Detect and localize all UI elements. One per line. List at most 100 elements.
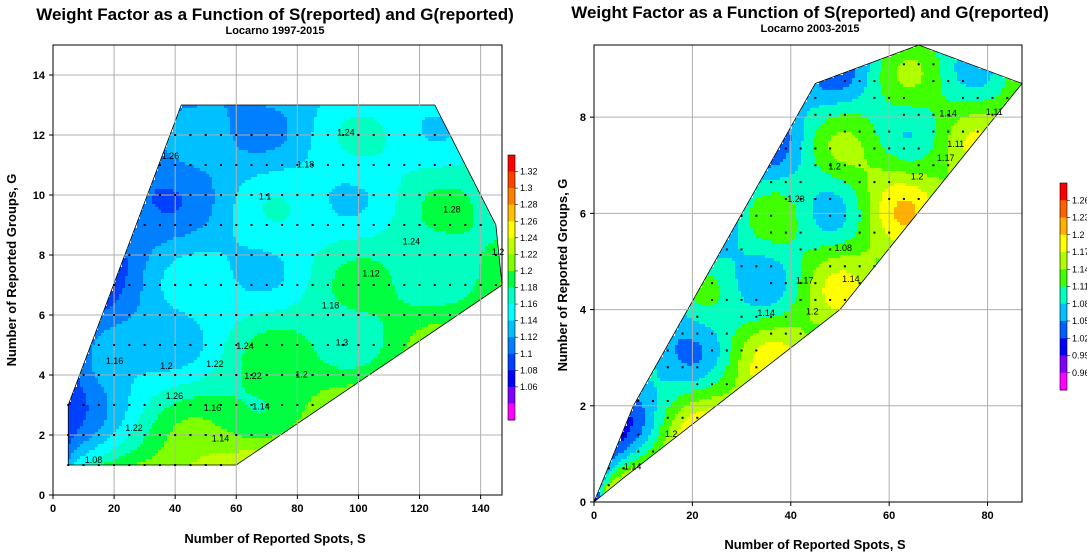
sample-point [250,284,253,286]
sample-point [433,134,436,136]
colorbar-tick-label: 1.28 [520,200,538,210]
sample-point [403,314,406,316]
sample-point [449,254,452,256]
sample-point [433,224,436,226]
sample-point [829,164,832,167]
sample-point [652,399,655,402]
sample-point [1006,96,1009,99]
sample-point [311,164,314,166]
contour-value-label: 1.2 [911,172,924,182]
sample-point [311,344,314,346]
sample-point [235,374,238,376]
sample-point [917,113,920,116]
sample-point [681,416,684,419]
sample-point [158,314,161,316]
sample-point [158,164,161,166]
y-tick-label: 8 [580,112,586,124]
domain-outline [593,44,1023,503]
sample-point [281,374,284,376]
sample-point [326,224,329,226]
sample-point [143,374,146,376]
sample-point [387,224,390,226]
colorbar-band [508,204,515,222]
sample-point [902,63,905,66]
contour-value-label: 1.11 [986,107,1003,117]
sample-point [725,248,728,251]
y-tick-label: 8 [39,250,45,262]
sample-point [433,254,436,256]
sample-point [932,164,935,167]
sample-point [174,314,177,316]
sample-point [725,349,728,352]
colorbar-band [508,188,515,206]
contour-value-label: 1.2 [160,361,173,371]
sample-point [250,314,253,316]
sample-point [189,374,192,376]
sample-point [858,282,861,285]
sample-point [281,164,284,166]
sample-point [326,254,329,256]
sample-point [174,134,177,136]
sample-point [696,332,699,335]
sample-point [143,434,146,436]
sample-point [961,130,964,133]
sample-point [189,404,192,406]
sample-point [174,164,177,166]
sample-point [265,314,268,316]
sample-point [158,464,161,466]
sample-point [433,164,436,166]
plot-frame [593,44,1023,503]
sample-point [858,130,861,133]
sample-point [235,434,238,436]
sample-point [265,344,268,346]
sample-point [204,224,207,226]
y-tick-label: 12 [33,130,45,142]
sample-point [725,383,728,386]
sample-point [342,194,345,196]
sample-point [82,464,85,466]
contour-value-label: 1.14 [252,401,270,411]
colorbar-tick-label: 0.96 [1072,368,1087,378]
sample-point [311,134,314,136]
sample-point [235,134,238,136]
sample-point [128,464,131,466]
sample-point [666,349,669,352]
sample-point [235,164,238,166]
sample-point [403,284,406,286]
colorbar-tick-label: 1.06 [520,382,538,392]
sample-point [189,134,192,136]
sample-point [250,404,253,406]
contour-value-label: 1.1 [259,191,272,201]
contour-labels: 1.17 1.2 1.2 1.14 1.23 1.14 1.11 1.14 1.17 1.2 1.2… [624,107,1003,472]
colorbar-tick-label: 1.14 [1072,264,1087,274]
contour-value-label: 1.16 [106,356,124,366]
sample-point [128,254,131,256]
sample-point [189,314,192,316]
sample-point [725,298,728,301]
sample-point [858,80,861,83]
sample-point [666,399,669,402]
sample-point [97,404,100,406]
sample-point [67,434,70,436]
sample-point [799,332,802,335]
sample-point [113,404,116,406]
sample-point [372,194,375,196]
colorbar-tick-label: 1.24 [520,233,538,243]
sample-point [372,284,375,286]
sample-point [799,248,802,251]
colorbar-tick-label: 1.18 [520,283,538,293]
sample-point [814,248,817,251]
colorbar-band [508,155,515,173]
sample-point [637,433,640,436]
sample-point [311,284,314,286]
sample-point [740,315,743,318]
sample-point [991,96,994,99]
sample-point [464,224,467,226]
sample-point [479,254,482,256]
sample-point [784,231,787,234]
colorbar-tick-label: 1.3 [520,183,533,193]
sample-point [82,404,85,406]
sample-point [128,284,131,286]
left-chart-title: Weight Factor as a Function of S(reporte… [36,5,514,24]
x-tick-label: 0 [50,503,56,515]
